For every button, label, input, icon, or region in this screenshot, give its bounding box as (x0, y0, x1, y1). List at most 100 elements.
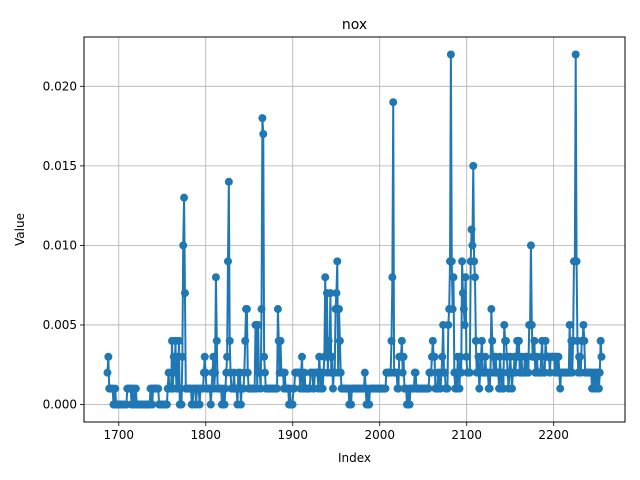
data-point (104, 352, 113, 361)
data-point (195, 400, 204, 409)
data-point (594, 384, 603, 393)
data-point (225, 336, 234, 345)
data-point (280, 368, 289, 377)
plot-area (84, 37, 625, 422)
data-point (242, 305, 251, 314)
data-point (148, 400, 157, 409)
data-point (164, 368, 173, 377)
x-tick-label: 2100 (451, 428, 482, 442)
data-point (131, 384, 140, 393)
data-point (397, 336, 406, 345)
data-point (260, 352, 269, 361)
data-point (392, 368, 401, 377)
data-point (328, 384, 337, 393)
data-point (572, 257, 581, 266)
data-point (471, 273, 479, 282)
data-point (500, 320, 509, 329)
data-point (554, 352, 563, 361)
data-point (174, 336, 183, 345)
data-point (488, 336, 497, 345)
data-point (290, 384, 299, 393)
data-point (333, 257, 342, 266)
data-point (111, 384, 120, 393)
chart-title: nox (342, 17, 367, 33)
data-point (257, 305, 266, 314)
x-tick-label: 1700 (104, 428, 135, 442)
data-point (288, 400, 297, 409)
data-point (180, 289, 189, 298)
x-axis-ticks: 1700 1800 1900 2000 2100 2200 (104, 422, 569, 442)
data-point (440, 368, 449, 377)
data-point (223, 352, 232, 361)
data-point (389, 98, 398, 107)
data-point (468, 241, 477, 250)
data-point (458, 289, 467, 298)
data-point (220, 400, 229, 409)
data-point (443, 384, 452, 393)
data-point (448, 305, 457, 314)
data-point (597, 352, 606, 361)
y-axis-label: Value (13, 213, 27, 246)
data-point (211, 273, 220, 282)
series-nox (103, 50, 606, 409)
data-point (387, 336, 396, 345)
data-point (430, 352, 439, 361)
data-point (501, 336, 510, 345)
y-tick-label: 0.010 (43, 238, 77, 252)
data-point (381, 384, 390, 393)
data-point (206, 400, 215, 409)
data-point (300, 368, 309, 377)
data-point (200, 352, 209, 361)
data-point (487, 305, 496, 314)
data-point (276, 336, 285, 345)
data-point (328, 352, 337, 361)
data-point (243, 368, 252, 377)
x-tick-label: 2200 (538, 428, 569, 442)
data-point (411, 368, 420, 377)
data-point (596, 336, 605, 345)
data-point (324, 336, 333, 345)
data-point (469, 161, 478, 170)
data-point (298, 352, 306, 361)
data-point (527, 320, 536, 329)
x-tick-label: 1800 (190, 428, 221, 442)
data-point (526, 241, 535, 250)
data-point (595, 368, 604, 377)
data-point (541, 336, 550, 345)
data-point (260, 368, 269, 377)
data-point (576, 352, 584, 361)
data-point (224, 177, 233, 186)
data-point (471, 336, 480, 345)
data-point (221, 384, 230, 393)
data-point (259, 130, 268, 139)
data-point (462, 352, 471, 361)
y-tick-label: 0.000 (43, 398, 77, 412)
data-point (455, 384, 464, 393)
data-point (568, 368, 577, 377)
data-point (201, 368, 210, 377)
data-point (446, 50, 455, 59)
data-point (212, 336, 221, 345)
data-point (580, 336, 589, 345)
data-point (447, 257, 456, 266)
data-point (449, 273, 458, 282)
data-point (485, 384, 494, 393)
data-point (335, 336, 344, 345)
data-point (273, 384, 282, 393)
data-point (477, 336, 486, 345)
data-point (458, 257, 467, 266)
data-point (360, 368, 369, 377)
data-point (427, 368, 436, 377)
data-point (467, 225, 476, 234)
data-point (254, 320, 263, 329)
x-tick-label: 1900 (277, 428, 308, 442)
data-point (335, 305, 344, 314)
data-point (180, 193, 189, 202)
data-point (241, 336, 250, 345)
data-point (236, 400, 245, 409)
data-point (514, 336, 523, 345)
data-point (336, 368, 345, 377)
y-axis-ticks: 0.000 0.005 0.010 0.015 0.020 (43, 79, 84, 412)
data-point (460, 320, 469, 329)
